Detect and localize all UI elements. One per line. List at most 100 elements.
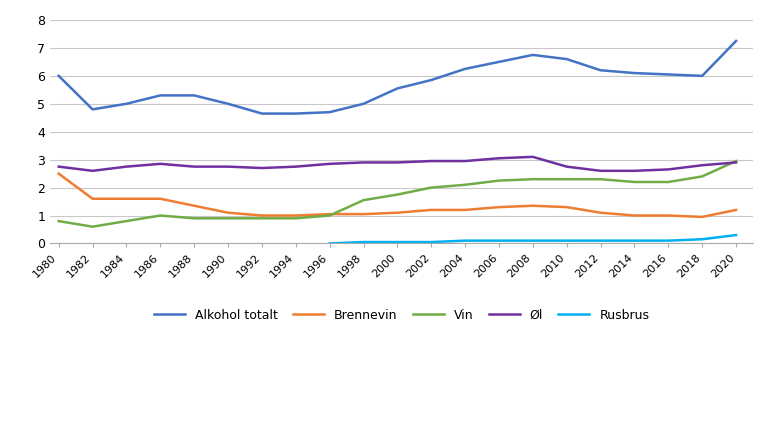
Vin bbox=[392, 192, 402, 197]
Rusbrus bbox=[427, 239, 436, 245]
Brennevin bbox=[664, 213, 673, 218]
Rusbrus bbox=[495, 238, 504, 243]
Vin bbox=[156, 213, 165, 218]
Legend: Alkohol totalt, Brennevin, Vin, Øl, Rusbrus: Alkohol totalt, Brennevin, Vin, Øl, Rusb… bbox=[149, 304, 654, 327]
Brennevin bbox=[630, 213, 639, 218]
Alkohol totalt bbox=[122, 101, 131, 106]
Brennevin bbox=[54, 171, 63, 176]
Line: Alkohol totalt: Alkohol totalt bbox=[58, 41, 736, 114]
Alkohol totalt bbox=[630, 71, 639, 76]
Line: Vin: Vin bbox=[58, 161, 736, 227]
Øl bbox=[223, 164, 233, 169]
Rusbrus bbox=[461, 238, 470, 243]
Brennevin bbox=[257, 213, 266, 218]
Øl bbox=[461, 158, 470, 164]
Øl bbox=[122, 164, 131, 169]
Øl bbox=[596, 168, 605, 173]
Rusbrus bbox=[325, 241, 334, 246]
Brennevin bbox=[122, 196, 131, 201]
Brennevin bbox=[156, 196, 165, 201]
Øl bbox=[630, 168, 639, 173]
Vin bbox=[495, 178, 504, 183]
Rusbrus bbox=[359, 239, 368, 245]
Brennevin bbox=[190, 203, 199, 208]
Alkohol totalt bbox=[325, 109, 334, 115]
Vin bbox=[630, 179, 639, 184]
Line: Øl: Øl bbox=[58, 157, 736, 171]
Alkohol totalt bbox=[562, 57, 571, 62]
Øl bbox=[359, 160, 368, 165]
Vin bbox=[731, 158, 740, 164]
Alkohol totalt bbox=[88, 107, 98, 112]
Alkohol totalt bbox=[291, 111, 300, 116]
Øl bbox=[291, 164, 300, 169]
Alkohol totalt bbox=[596, 68, 605, 73]
Øl bbox=[562, 164, 571, 169]
Øl bbox=[156, 161, 165, 167]
Øl bbox=[697, 163, 707, 168]
Rusbrus bbox=[731, 233, 740, 238]
Line: Brennevin: Brennevin bbox=[58, 174, 736, 217]
Vin bbox=[528, 177, 538, 182]
Rusbrus bbox=[664, 238, 673, 243]
Alkohol totalt bbox=[223, 101, 233, 106]
Øl bbox=[392, 160, 402, 165]
Alkohol totalt bbox=[731, 38, 740, 43]
Vin bbox=[596, 177, 605, 182]
Alkohol totalt bbox=[54, 73, 63, 78]
Øl bbox=[528, 154, 538, 159]
Brennevin bbox=[223, 210, 233, 215]
Vin bbox=[359, 198, 368, 203]
Brennevin bbox=[596, 210, 605, 215]
Brennevin bbox=[392, 210, 402, 215]
Øl bbox=[495, 155, 504, 161]
Øl bbox=[427, 158, 436, 164]
Alkohol totalt bbox=[190, 93, 199, 98]
Vin bbox=[664, 179, 673, 184]
Vin bbox=[54, 219, 63, 224]
Øl bbox=[190, 164, 199, 169]
Brennevin bbox=[697, 214, 707, 219]
Line: Rusbrus: Rusbrus bbox=[329, 235, 736, 243]
Øl bbox=[664, 167, 673, 172]
Rusbrus bbox=[528, 238, 538, 243]
Rusbrus bbox=[630, 238, 639, 243]
Rusbrus bbox=[562, 238, 571, 243]
Rusbrus bbox=[596, 238, 605, 243]
Brennevin bbox=[528, 203, 538, 208]
Øl bbox=[257, 165, 266, 170]
Alkohol totalt bbox=[156, 93, 165, 98]
Vin bbox=[88, 224, 98, 229]
Alkohol totalt bbox=[461, 66, 470, 72]
Alkohol totalt bbox=[528, 52, 538, 58]
Øl bbox=[325, 161, 334, 167]
Vin bbox=[122, 219, 131, 224]
Brennevin bbox=[291, 213, 300, 218]
Vin bbox=[427, 185, 436, 190]
Vin bbox=[190, 216, 199, 221]
Brennevin bbox=[495, 204, 504, 210]
Brennevin bbox=[427, 207, 436, 213]
Alkohol totalt bbox=[427, 78, 436, 83]
Alkohol totalt bbox=[664, 72, 673, 77]
Alkohol totalt bbox=[359, 101, 368, 106]
Rusbrus bbox=[392, 239, 402, 245]
Øl bbox=[88, 168, 98, 173]
Vin bbox=[461, 182, 470, 187]
Øl bbox=[731, 160, 740, 165]
Rusbrus bbox=[697, 237, 707, 242]
Vin bbox=[562, 177, 571, 182]
Vin bbox=[697, 174, 707, 179]
Brennevin bbox=[731, 207, 740, 213]
Vin bbox=[257, 216, 266, 221]
Vin bbox=[223, 216, 233, 221]
Vin bbox=[291, 216, 300, 221]
Alkohol totalt bbox=[697, 73, 707, 78]
Øl bbox=[54, 164, 63, 169]
Alkohol totalt bbox=[392, 86, 402, 91]
Brennevin bbox=[461, 207, 470, 213]
Vin bbox=[325, 213, 334, 218]
Brennevin bbox=[325, 212, 334, 217]
Brennevin bbox=[562, 204, 571, 210]
Alkohol totalt bbox=[257, 111, 266, 116]
